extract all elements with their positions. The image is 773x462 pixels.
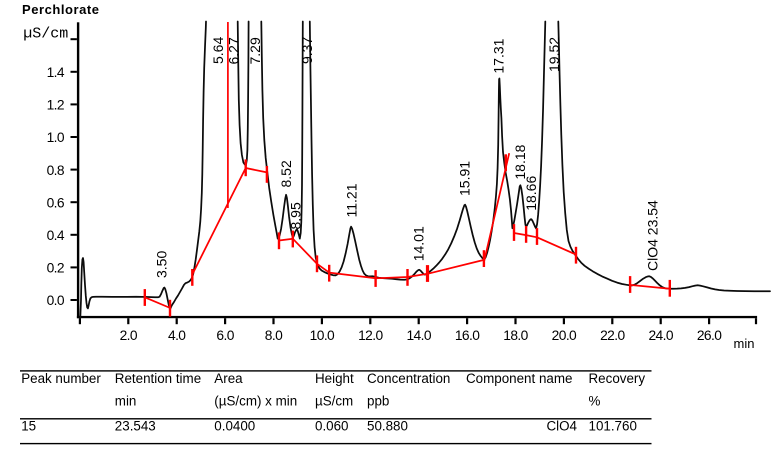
- svg-text:23.543: 23.543: [115, 418, 156, 433]
- svg-text:7.29: 7.29: [247, 37, 263, 64]
- svg-text:0.2: 0.2: [47, 261, 64, 276]
- svg-text:Component name: Component name: [466, 371, 572, 386]
- svg-text:26.0: 26.0: [697, 328, 722, 343]
- svg-text:18.66: 18.66: [523, 176, 539, 211]
- svg-text:12.0: 12.0: [358, 328, 383, 343]
- svg-text:5.64: 5.64: [210, 37, 226, 64]
- svg-text:3.50: 3.50: [154, 251, 170, 278]
- svg-text:2.0: 2.0: [120, 328, 138, 343]
- svg-text:µS/cm: µS/cm: [23, 26, 68, 43]
- svg-text:Concentration: Concentration: [367, 371, 450, 386]
- svg-text:20.0: 20.0: [552, 328, 577, 343]
- svg-text:(µS/cm) x min: (µS/cm) x min: [214, 393, 297, 408]
- svg-text:µS/cm: µS/cm: [315, 393, 353, 408]
- svg-text:16.0: 16.0: [455, 328, 480, 343]
- svg-text:Area: Area: [214, 371, 243, 386]
- svg-text:19.52: 19.52: [546, 37, 562, 72]
- svg-text:0.8: 0.8: [47, 163, 65, 178]
- svg-text:6.0: 6.0: [216, 328, 234, 343]
- svg-text:14.01: 14.01: [410, 226, 426, 261]
- svg-text:4.0: 4.0: [168, 328, 186, 343]
- svg-text:6.27: 6.27: [225, 37, 241, 64]
- svg-text:18.18: 18.18: [512, 144, 528, 179]
- svg-text:15.91: 15.91: [456, 161, 472, 196]
- svg-text:0.4: 0.4: [47, 228, 65, 243]
- svg-text:8.95: 8.95: [288, 202, 304, 229]
- svg-text:0.6: 0.6: [47, 195, 65, 210]
- svg-text:Height: Height: [315, 371, 354, 386]
- svg-text:10.0: 10.0: [310, 328, 335, 343]
- svg-text:%: %: [589, 393, 601, 408]
- svg-text:50.880: 50.880: [367, 418, 408, 433]
- svg-text:1.4: 1.4: [47, 65, 65, 80]
- svg-text:14.0: 14.0: [406, 328, 431, 343]
- svg-text:Peak number: Peak number: [21, 371, 101, 386]
- svg-text:8.0: 8.0: [265, 328, 283, 343]
- svg-text:11.21: 11.21: [344, 183, 360, 217]
- svg-text:ClO4: ClO4: [546, 418, 577, 433]
- svg-text:Retention time: Retention time: [115, 371, 201, 386]
- svg-text:9.37: 9.37: [299, 37, 315, 64]
- svg-text:18.0: 18.0: [503, 328, 528, 343]
- svg-text:0.0: 0.0: [47, 293, 65, 308]
- svg-text:8.52: 8.52: [278, 160, 294, 187]
- svg-text:ClO4 23.54: ClO4 23.54: [645, 200, 661, 271]
- svg-text:1.2: 1.2: [47, 98, 64, 113]
- svg-text:ppb: ppb: [367, 393, 389, 408]
- svg-text:1.0: 1.0: [47, 130, 65, 145]
- svg-text:Perchlorate: Perchlorate: [22, 2, 100, 17]
- svg-text:24.0: 24.0: [648, 328, 673, 343]
- svg-text:101.760: 101.760: [589, 418, 637, 433]
- svg-text:min: min: [115, 393, 137, 408]
- svg-text:17.31: 17.31: [491, 38, 507, 73]
- svg-text:0.060: 0.060: [315, 418, 349, 433]
- svg-text:Recovery: Recovery: [589, 371, 646, 386]
- svg-text:0.0400: 0.0400: [214, 418, 255, 433]
- svg-text:min: min: [734, 336, 755, 351]
- svg-text:15: 15: [21, 418, 36, 433]
- svg-text:22.0: 22.0: [600, 328, 625, 343]
